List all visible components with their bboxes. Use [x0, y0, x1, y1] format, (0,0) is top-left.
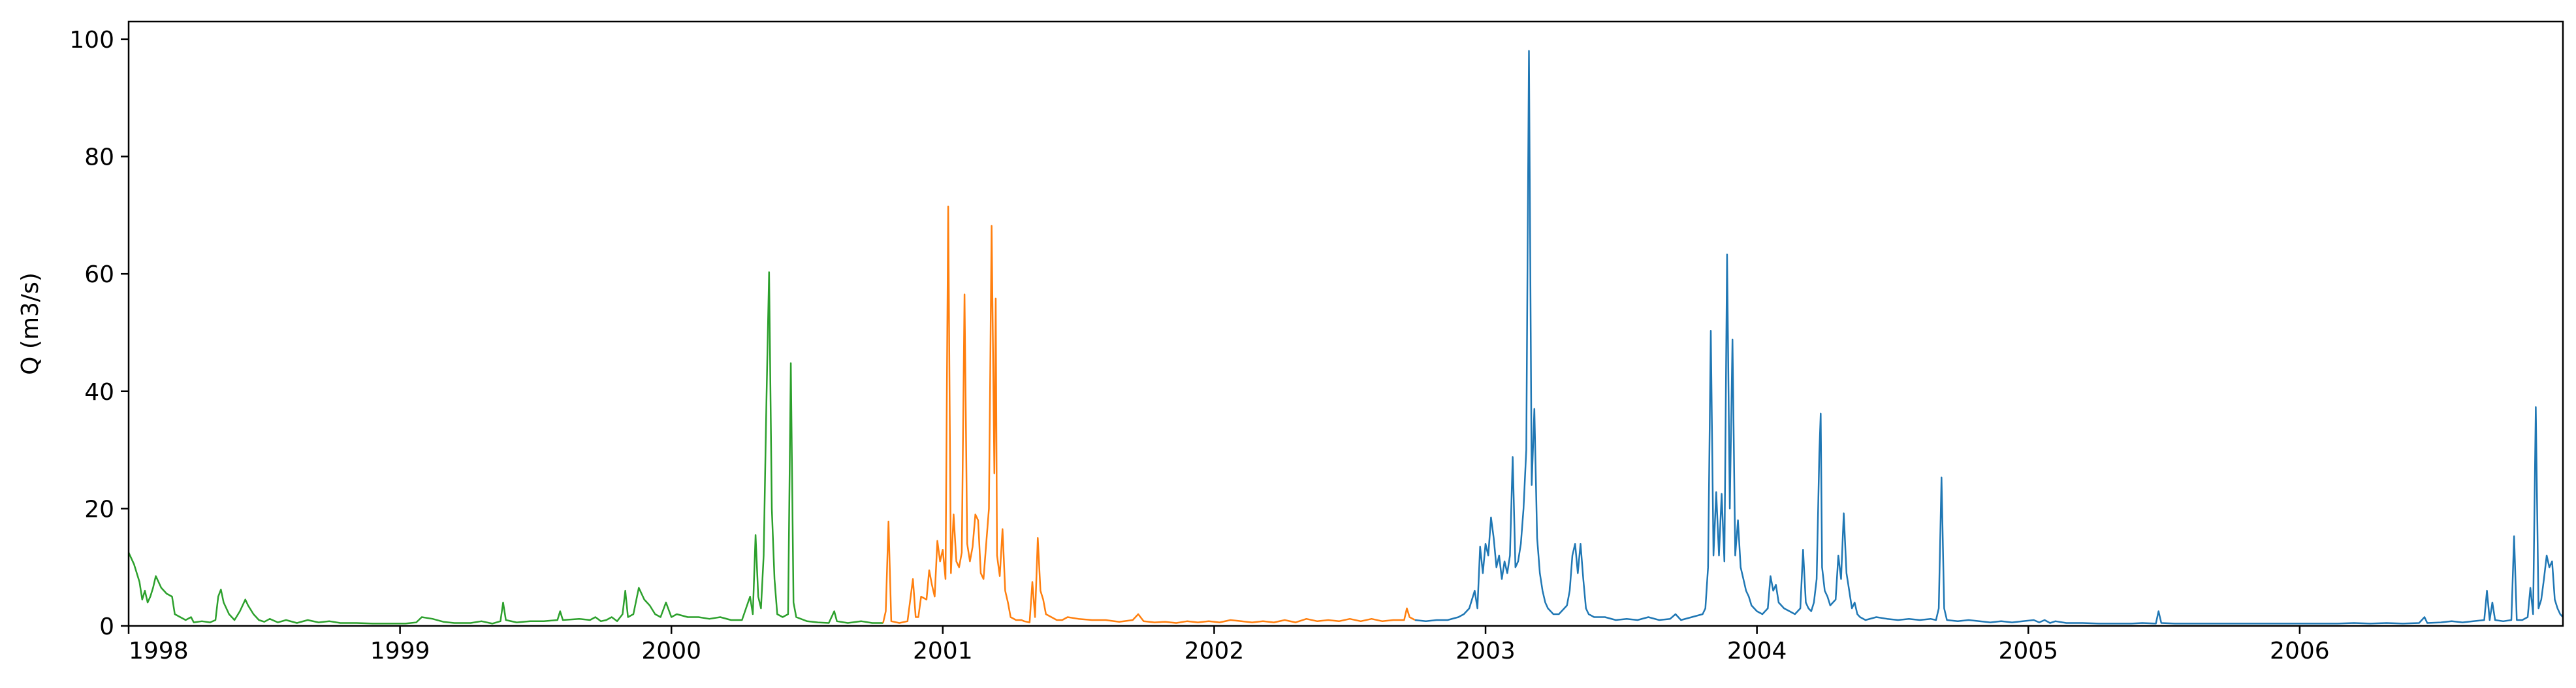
- x-tick-label-2001: 2001: [913, 638, 973, 664]
- y-tick-label-0: 0: [99, 614, 114, 640]
- y-axis-label: Q (m3/s): [17, 272, 44, 375]
- y-tick-label-60: 60: [84, 261, 114, 288]
- y-tick-label-80: 80: [84, 144, 114, 171]
- x-axis: 1998 1999 2000 2001 2002 2003 2004 2005 2006: [127, 626, 2330, 664]
- y-tick-label-40: 40: [84, 379, 114, 406]
- x-tick-label-2006: 2006: [2270, 638, 2330, 664]
- x-tick-label-2004: 2004: [1727, 638, 1787, 664]
- series-line-3: [1414, 50, 2564, 625]
- series-line-1: [127, 271, 883, 625]
- x-tick-label-1998: 1998: [129, 638, 189, 664]
- x-tick-label-2003: 2003: [1455, 638, 1516, 664]
- y-tick-label-20: 20: [84, 496, 114, 523]
- x-tick-label-2002: 2002: [1185, 638, 1245, 664]
- x-tick-label-2000: 2000: [641, 638, 701, 664]
- y-tick-label-100: 100: [69, 27, 114, 54]
- y-axis: 0 20 40 60 80 100: [69, 27, 129, 640]
- x-tick-label-2005: 2005: [1998, 638, 2058, 664]
- series-layer: [127, 50, 2564, 625]
- series-line-2: [882, 205, 1416, 624]
- x-tick-label-1999: 1999: [370, 638, 430, 664]
- plot-frame: [127, 20, 2564, 627]
